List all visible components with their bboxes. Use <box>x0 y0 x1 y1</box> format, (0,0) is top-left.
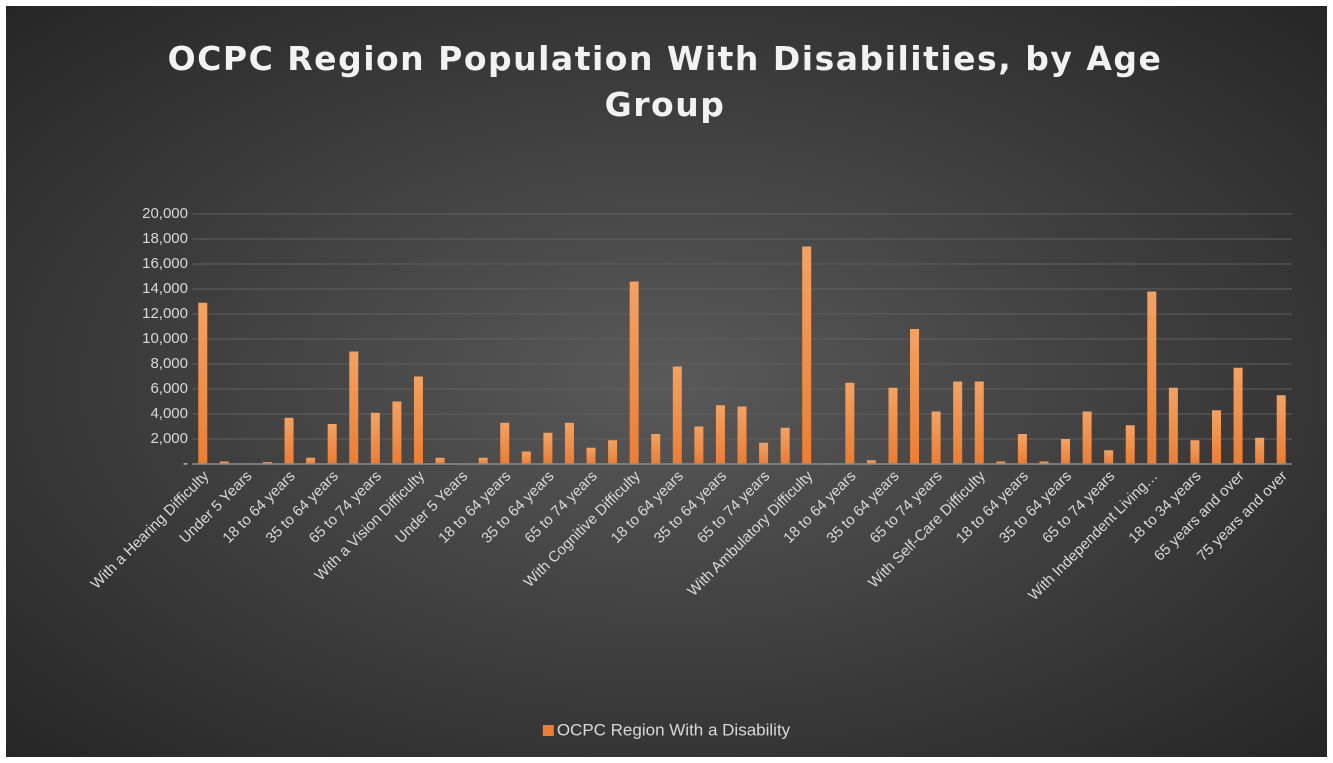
bar <box>802 246 812 464</box>
bar <box>1039 461 1049 464</box>
bar <box>1212 410 1222 464</box>
bar <box>478 457 488 464</box>
bar <box>1233 367 1243 464</box>
bar <box>910 329 920 464</box>
bar <box>284 417 294 464</box>
bar <box>715 405 725 464</box>
bar <box>1147 291 1157 464</box>
bar <box>543 432 553 464</box>
bar <box>974 381 984 464</box>
legend-label: OCPC Region With a Disability <box>557 720 791 739</box>
bar <box>413 376 423 464</box>
y-tick-label: - <box>183 455 188 472</box>
y-tick-label: 2,000 <box>150 430 188 447</box>
bar <box>866 460 876 464</box>
y-tick-label: 18,000 <box>142 230 188 247</box>
y-tick-label: 16,000 <box>142 255 188 272</box>
bar <box>435 457 445 464</box>
bar <box>392 401 402 464</box>
chart-background <box>6 6 1327 757</box>
y-tick-label: 14,000 <box>142 280 188 297</box>
legend-swatch <box>542 725 554 736</box>
bar <box>1082 411 1092 464</box>
bar <box>737 406 747 464</box>
bar <box>306 457 316 464</box>
bar <box>219 461 229 464</box>
bar <box>1061 439 1071 464</box>
bar <box>672 366 682 464</box>
bar <box>996 461 1006 464</box>
bar <box>500 422 510 464</box>
bar <box>262 462 272 464</box>
bar <box>564 422 574 464</box>
bar <box>349 351 359 464</box>
y-tick-label: 20,000 <box>142 205 188 222</box>
bar <box>1168 387 1178 464</box>
bar <box>1125 425 1135 464</box>
bar <box>931 411 941 464</box>
y-tick-label: 8,000 <box>150 355 188 372</box>
bar <box>629 281 639 464</box>
bar <box>694 426 704 464</box>
y-tick-label: 4,000 <box>150 405 188 422</box>
bar <box>521 451 531 464</box>
bar <box>651 434 661 464</box>
bar <box>1017 434 1027 464</box>
bar <box>198 302 208 464</box>
bar <box>1255 437 1265 464</box>
bar <box>608 440 618 464</box>
bar <box>888 387 898 464</box>
bar <box>370 412 380 464</box>
y-tick-label: 10,000 <box>142 330 188 347</box>
bar <box>953 381 963 464</box>
bar <box>327 424 337 464</box>
bar <box>845 382 855 464</box>
bar <box>1276 395 1286 464</box>
chart-title: OCPC Region Population With Disabilities… <box>167 39 1163 124</box>
bar <box>1104 450 1114 464</box>
bar <box>586 447 596 464</box>
bar <box>1190 440 1200 464</box>
y-tick-label: 12,000 <box>142 305 188 322</box>
bar <box>759 442 769 464</box>
bar <box>780 427 790 464</box>
y-tick-label: 6,000 <box>150 380 188 397</box>
